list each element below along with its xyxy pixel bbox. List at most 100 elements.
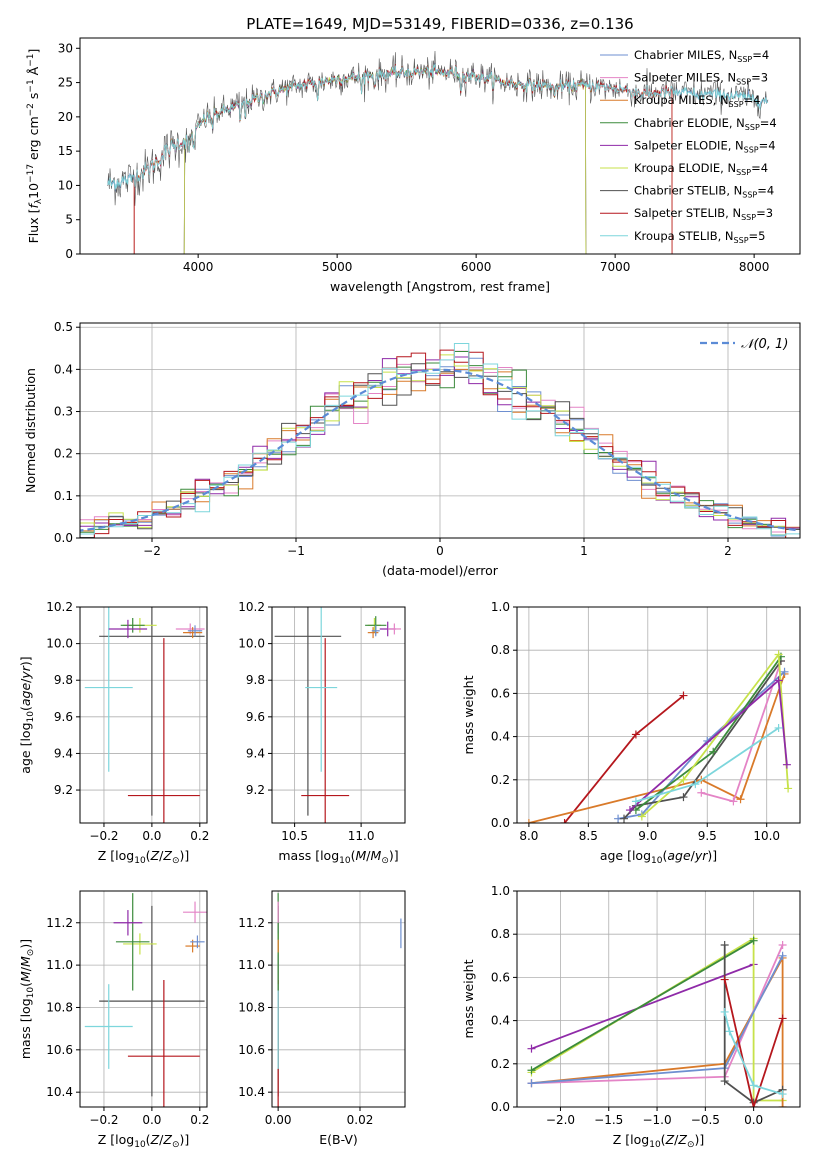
y-tick-label: 1.0: [491, 600, 510, 614]
y-tick-label: 10.8: [46, 1000, 73, 1014]
y-tick-label: 9.8: [246, 673, 265, 687]
x-axis-label: Z [log10(Z/Z⊙)]: [98, 1132, 190, 1150]
x-tick-label: −2: [143, 544, 161, 558]
massweight-marker: [625, 806, 634, 815]
y-tick-label: 0.4: [54, 362, 73, 376]
massweight-marker: [679, 691, 688, 700]
massweight-line: [531, 939, 755, 1072]
axes-frame: [271, 606, 406, 824]
y-tick-label: 0: [65, 247, 73, 261]
massweight-marker: [679, 793, 688, 802]
x-tick-label: −1: [287, 544, 305, 558]
massweight-marker: [679, 775, 688, 784]
massweight-marker: [720, 1077, 729, 1086]
massweight-marker: [736, 795, 745, 804]
y-tick-label: 9.6: [246, 710, 265, 724]
massweight-marker: [749, 936, 758, 945]
x-axis-label: age [log10(age/yr)]: [600, 848, 717, 866]
x-tick-label: 2: [724, 544, 732, 558]
massweight-marker: [720, 941, 729, 949]
y-axis-label: mass weight: [461, 959, 476, 1038]
y-tick-label: 10.0: [238, 637, 265, 651]
spectrum-panel: 4000 5000 6000 7000 8000 0 5 10 15 20 25 30 waveleng…: [26, 37, 801, 294]
x-tick-label: 0.2: [190, 1113, 209, 1127]
y-tick-label: 11.0: [238, 958, 265, 972]
y-tick-label: 10.2: [46, 600, 73, 614]
y-tick-label: 10.4: [46, 1085, 73, 1099]
y-axis-label: Flux [fλ10−17 erg cm−2 s−1 Å−1]: [26, 49, 44, 244]
y-tick-label: 9.2: [246, 783, 265, 797]
massweight-marker: [784, 784, 793, 793]
massweight-marker: [691, 780, 700, 789]
x-tick-label: 0.00: [265, 1113, 292, 1127]
x-tick-label: −1.5: [594, 1113, 623, 1127]
massweight-marker: [780, 667, 789, 676]
y-tick-label: 10.8: [238, 1000, 265, 1014]
y-tick-label: 0.0: [491, 1100, 510, 1114]
x-tick-label: −2.0: [546, 1113, 575, 1127]
massweight-marker: [778, 951, 787, 960]
massweight-marker: [725, 1027, 734, 1036]
plot-content: [274, 607, 402, 823]
age-vs-metallicity-panel: −0.2 0.0 0.2 9.2 9.4 9.6 9.8 10.0 10.2 Z [log10(Z…: [18, 600, 209, 866]
residuals-panel: −2 −1 0 1 2 0.0 0.1 0.2 0.3 0.4 0.5 (data-model)/er…: [23, 320, 801, 578]
plot-background: [80, 38, 800, 254]
y-tick-label: 9.2: [54, 783, 73, 797]
axes-frame: [271, 890, 406, 1108]
massweight-line: [723, 979, 784, 1107]
massweight-marker: [527, 1044, 536, 1053]
massweight-marker: [527, 1079, 536, 1088]
y-axis-label: age [log10(age/yr)]: [18, 656, 36, 773]
plot-content: [80, 343, 800, 538]
x-tick-label: 10.5: [281, 829, 308, 843]
massweight-marker: [778, 1103, 787, 1107]
x-tick-label: 10.0: [753, 829, 780, 843]
legend-entry: Salpeter MILES, NSSP=3: [634, 71, 768, 87]
y-tick-label: 0.4: [491, 730, 510, 744]
x-tick-label: 0: [436, 544, 444, 558]
plot-content: [107, 50, 769, 254]
axes-frame: [516, 890, 801, 1108]
y-tick-label: 0.0: [54, 531, 73, 545]
axes-frame: [79, 606, 208, 824]
massweight-marker: [620, 814, 629, 823]
y-axis-label: mass weight: [461, 675, 476, 754]
y-tick-label: 9.4: [246, 746, 265, 760]
legend-entry: Chabrier ELODIE, NSSP=4: [634, 116, 777, 132]
plot-background: [80, 891, 207, 1107]
y-tick-label: 10.0: [46, 637, 73, 651]
y-tick-label: 9.8: [54, 673, 73, 687]
legend-entry: Chabrier MILES, NSSP=4: [634, 48, 769, 64]
age-vs-mass-panel: 10.5 11.0 9.2 9.4 9.6 9.8 10.0 10.2 mass [log10(…: [238, 600, 406, 866]
y-axis-label: Normed distribution: [23, 368, 38, 493]
y-tick-label: 0.1: [54, 489, 73, 503]
y-tick-label: 11.2: [46, 916, 73, 930]
legend-entry: Salpeter STELIB, NSSP=3: [634, 206, 773, 222]
y-tick-label: 25: [58, 76, 73, 90]
y-tick-label: 0.3: [54, 405, 73, 419]
y-tick-label: 0.8: [491, 643, 510, 657]
y-tick-label: 10.6: [238, 1043, 265, 1057]
residuals-legend: 𝒩(0, 1): [700, 337, 788, 352]
y-tick-label: 30: [58, 41, 73, 55]
y-tick-label: 11.2: [238, 916, 265, 930]
x-axis-label: wavelength [Angstrom, rest frame]: [330, 279, 550, 294]
massweight-marker: [749, 1103, 758, 1107]
massweight-marker: [697, 788, 706, 797]
massweight-line: [531, 963, 754, 1050]
y-tick-label: 0.4: [491, 1014, 510, 1028]
x-tick-label: −0.2: [89, 829, 118, 843]
massweight-marker: [631, 730, 640, 739]
x-tick-label: 6000: [461, 260, 492, 274]
y-tick-label: 0.6: [491, 970, 510, 984]
x-axis-label: Z [log10(Z/Z⊙)]: [98, 848, 190, 866]
x-tick-label: 0.0: [142, 829, 161, 843]
massweight-marker: [774, 676, 783, 685]
massweight-marker: [774, 650, 783, 659]
y-tick-label: 0.5: [54, 320, 73, 334]
x-tick-label: 8.5: [579, 829, 598, 843]
massweight-vs-age-panel: 8.0 8.5 9.0 9.5 10.0 0.0 0.2 0.4 0.6 0.8 1.0 age [l…: [461, 600, 801, 866]
y-tick-label: 10.4: [238, 1085, 265, 1099]
y-tick-label: 11.0: [46, 958, 73, 972]
massweight-marker: [524, 819, 533, 823]
